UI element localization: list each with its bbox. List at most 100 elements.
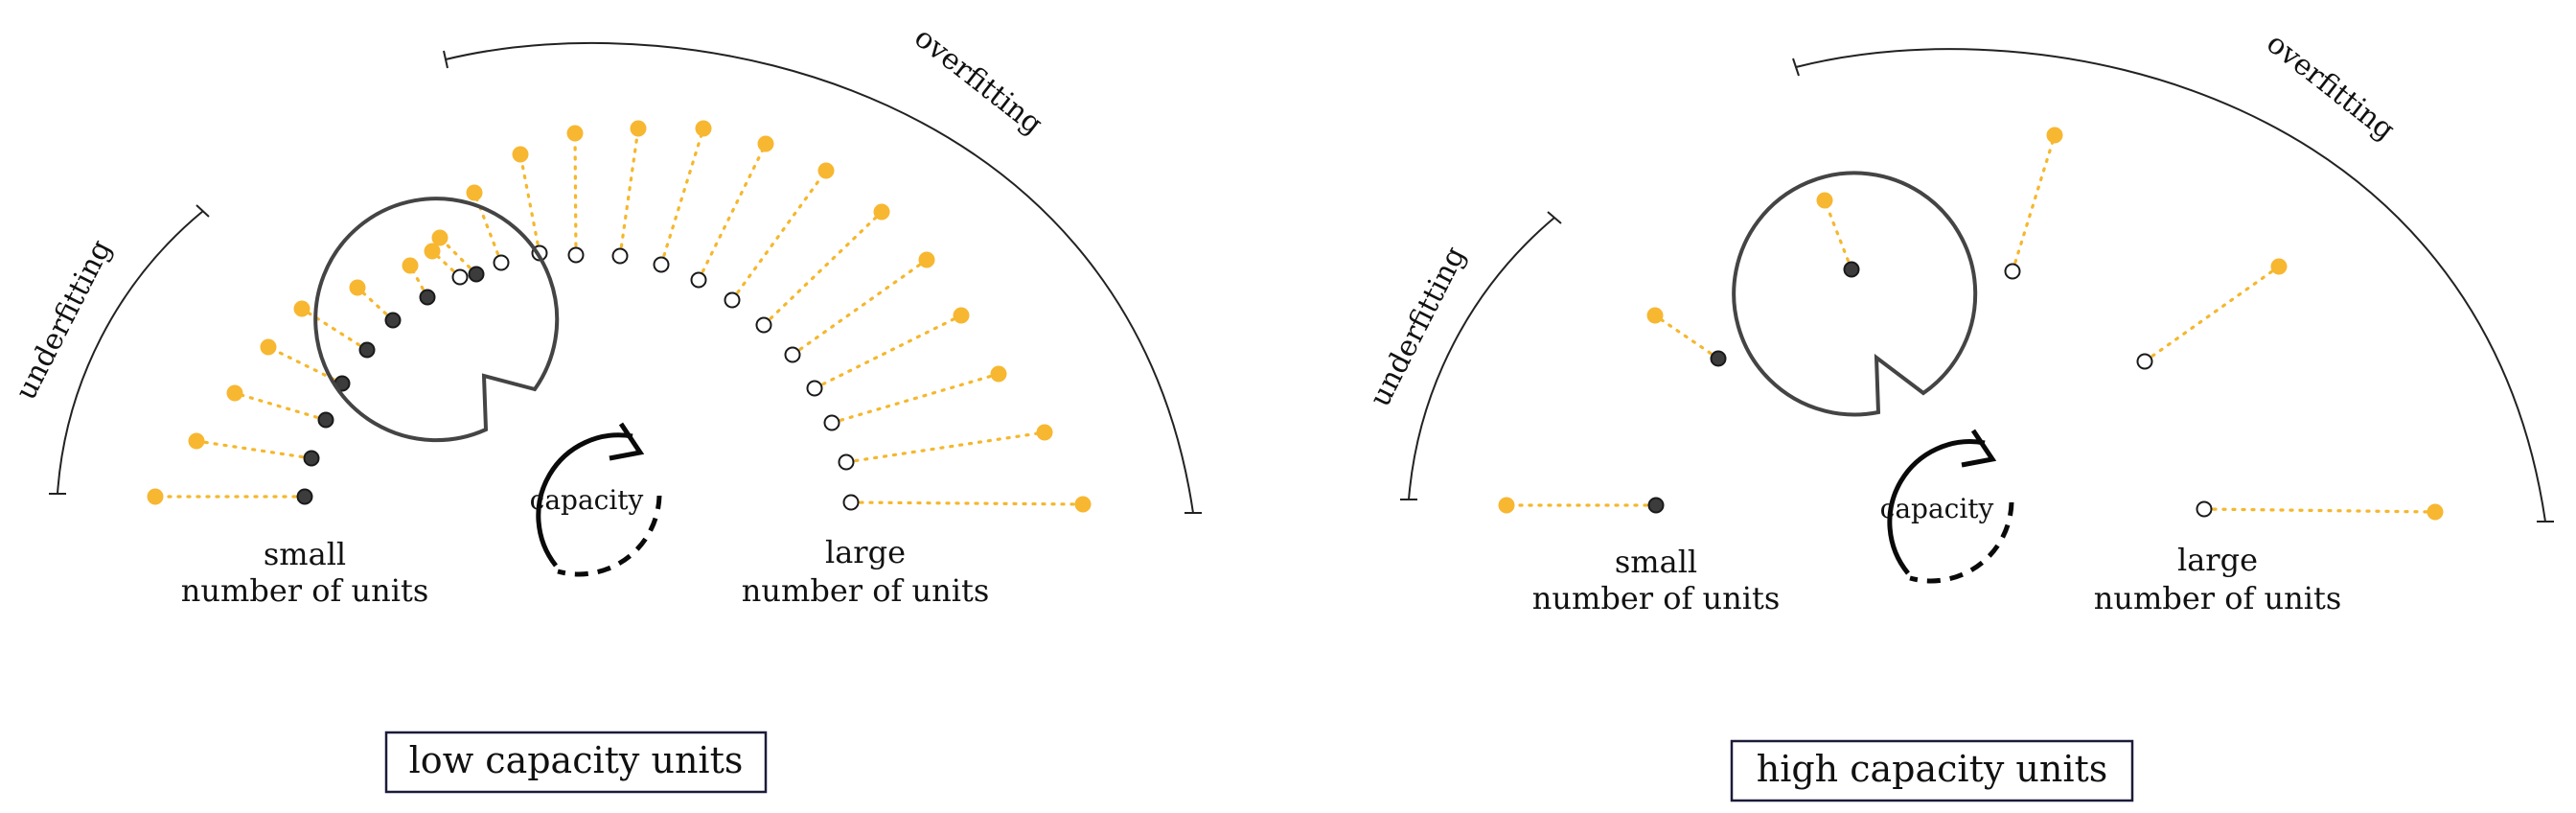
unit-output-dot bbox=[226, 384, 243, 402]
capacity-label: capacity bbox=[1880, 493, 1994, 524]
unit-dot-open bbox=[493, 254, 510, 271]
unit-dot-open bbox=[451, 268, 469, 286]
unit-output-dot bbox=[817, 162, 835, 179]
underfitting-label: underfitting bbox=[10, 235, 119, 406]
unit-dot-open bbox=[823, 414, 840, 431]
unit-dot-open bbox=[784, 346, 801, 363]
unit-dot-filled bbox=[317, 411, 334, 429]
unit-connector bbox=[300, 307, 369, 352]
underfitting-arc-tick-top bbox=[196, 204, 210, 218]
underfitting-arc bbox=[57, 210, 204, 495]
unit-output-dot bbox=[402, 257, 419, 274]
unit-dot-filled bbox=[296, 488, 313, 505]
unit-output-dot bbox=[147, 488, 164, 505]
unit-group bbox=[1498, 127, 2444, 521]
small-units-label: number of units bbox=[1532, 580, 1780, 616]
underfitting-arc bbox=[1408, 217, 1555, 500]
capacity-cycle-arrow bbox=[536, 432, 633, 568]
small-label: small bbox=[1615, 544, 1697, 580]
large-units-label: number of units bbox=[742, 572, 989, 609]
unit-connector bbox=[618, 127, 640, 258]
unit-connector bbox=[233, 391, 328, 422]
panel-title: low capacity units bbox=[409, 739, 744, 781]
unit-dot-open bbox=[724, 291, 741, 309]
unit-output-dot bbox=[1498, 497, 1515, 514]
unit-connector bbox=[697, 142, 768, 282]
unit-output-dot bbox=[873, 203, 890, 221]
unit-connector bbox=[849, 500, 1085, 506]
unit-output-dot bbox=[953, 307, 970, 324]
panel-title: high capacity units bbox=[1757, 748, 2108, 790]
unit-dot-filled bbox=[303, 450, 320, 467]
overfitting-arc bbox=[1795, 48, 2546, 523]
capacity-arrowhead-icon bbox=[1961, 429, 1997, 468]
unit-connector bbox=[438, 236, 478, 276]
unit-output-dot bbox=[695, 120, 712, 137]
unit-dot-filled bbox=[358, 341, 376, 359]
unit-dot-filled bbox=[1647, 497, 1665, 514]
title-box bbox=[1730, 739, 2134, 802]
capacity-cycle-dash bbox=[557, 495, 662, 577]
unit-output-dot bbox=[260, 338, 277, 356]
capacity-label: capacity bbox=[530, 484, 644, 516]
unit-connector bbox=[518, 152, 541, 255]
unit-connector bbox=[659, 127, 705, 267]
title-box bbox=[384, 731, 768, 794]
unit-output-dot bbox=[2426, 503, 2444, 521]
unit-dot-open bbox=[690, 271, 707, 289]
unit-connector bbox=[472, 191, 503, 265]
capacity-arrowhead-icon bbox=[609, 422, 645, 461]
unit-dot-filled bbox=[468, 266, 485, 283]
unit-output-dot bbox=[566, 125, 584, 142]
unit-output-dot bbox=[990, 365, 1007, 383]
small-units-label: number of units bbox=[181, 572, 428, 609]
overfitting-arc-tick-top bbox=[443, 50, 448, 69]
unit-output-dot bbox=[512, 146, 529, 163]
overfitting-label: overfitting bbox=[908, 21, 1048, 142]
unit-dot-open bbox=[2004, 263, 2021, 280]
unit-output-dot bbox=[1074, 496, 1092, 513]
unit-dot-filled bbox=[1710, 350, 1727, 367]
unit-connector bbox=[2143, 265, 2281, 363]
unit-dot-open bbox=[653, 256, 670, 273]
unit-output-dot bbox=[188, 432, 205, 450]
capacity-cycle-arrow bbox=[1887, 439, 1986, 575]
unit-connector bbox=[266, 345, 344, 385]
capacity-cycle-dash bbox=[1909, 501, 2014, 584]
unit-dot-filled bbox=[384, 312, 402, 329]
unit-output-dot bbox=[1036, 424, 1053, 441]
unit-dot-open bbox=[611, 247, 629, 265]
large-units-label: number of units bbox=[2094, 580, 2341, 616]
underfitting-arc-tick-top bbox=[1547, 211, 1562, 224]
capacity-bubble bbox=[1732, 171, 1978, 417]
unit-connector bbox=[1823, 198, 1853, 271]
panel-high-capacity: underfitting overfitting capacity small … bbox=[1364, 27, 2554, 802]
unit-output-dot bbox=[349, 279, 366, 296]
unit-connector bbox=[2011, 133, 2057, 273]
unit-dot-open bbox=[842, 494, 860, 511]
unit-connector bbox=[195, 439, 313, 460]
unit-dot-open bbox=[755, 316, 772, 334]
unit-connector bbox=[830, 372, 1000, 425]
unit-dot-filled bbox=[419, 289, 436, 306]
unit-output-dot bbox=[1816, 192, 1833, 209]
large-label: large bbox=[825, 534, 906, 570]
unit-connector bbox=[762, 210, 884, 327]
unit-connector bbox=[2202, 507, 2437, 514]
unit-output-dot bbox=[757, 135, 774, 152]
unit-output-dot bbox=[293, 300, 310, 317]
unit-output-dot bbox=[431, 229, 448, 246]
unit-output-dot bbox=[2046, 127, 2063, 144]
unit-dot-open bbox=[806, 380, 823, 397]
unit-connector bbox=[1653, 314, 1720, 360]
unit-output-dot bbox=[424, 243, 441, 260]
capacity-bubble bbox=[313, 197, 560, 443]
unit-output-dot bbox=[466, 184, 483, 201]
unit-output-dot bbox=[630, 120, 647, 137]
overfitting-arc bbox=[445, 41, 1194, 514]
unit-group bbox=[147, 120, 1092, 513]
overfitting-label: overfitting bbox=[2260, 27, 2401, 148]
underfitting-label: underfitting bbox=[1364, 242, 1473, 412]
unit-output-dot bbox=[1646, 307, 1664, 324]
